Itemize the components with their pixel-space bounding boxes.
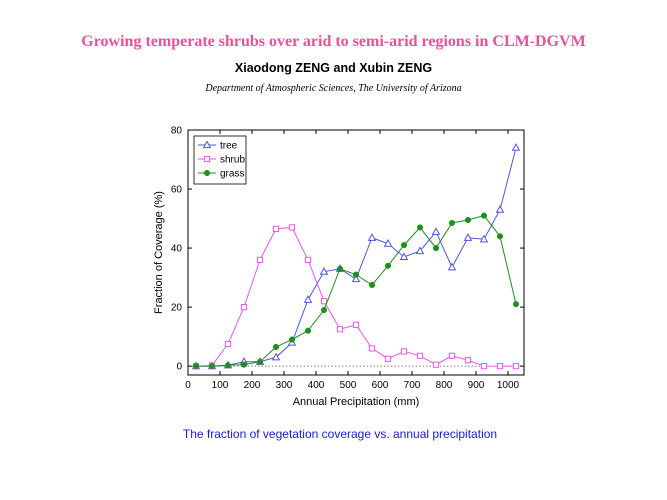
- page-title: Growing temperate shrubs over arid to se…: [81, 33, 586, 50]
- data-point-grass: [496, 233, 504, 240]
- x-tick-label: 700: [404, 380, 421, 391]
- data-point-shrub: [416, 352, 424, 359]
- x-tick-label: 800: [436, 380, 453, 391]
- x-tick-label: 0: [185, 380, 191, 391]
- x-tick-label: 1000: [497, 380, 520, 391]
- data-point-shrub: [464, 357, 472, 364]
- y-axis-label: Fraction of Coverage (%): [153, 191, 165, 314]
- data-point-grass: [368, 281, 376, 289]
- series-shrub: [192, 224, 520, 370]
- data-point-shrub: [320, 298, 328, 305]
- data-point-grass: [512, 301, 520, 308]
- x-tick-label: 900: [468, 380, 485, 391]
- y-tick-label: 20: [171, 303, 183, 314]
- data-point-tree: [431, 227, 441, 235]
- legend-label-grass: grass: [220, 169, 244, 180]
- data-point-shrub: [496, 363, 504, 370]
- legend-label-tree: tree: [220, 141, 238, 152]
- y-tick-label: 40: [171, 244, 183, 255]
- y-tick-label: 80: [171, 126, 183, 137]
- data-point-tree: [399, 252, 409, 261]
- x-axis-label: Annual Precipitation (mm): [293, 396, 420, 408]
- data-point-grass: [448, 219, 456, 227]
- data-point-grass: [432, 245, 440, 252]
- legend-box: [193, 135, 247, 185]
- data-point-shrub: [256, 256, 264, 263]
- data-point-shrub: [480, 363, 488, 370]
- data-point-grass: [464, 216, 472, 224]
- legend-marker-tree: [202, 140, 212, 149]
- data-point-shrub: [336, 326, 344, 333]
- data-point-shrub: [288, 224, 296, 231]
- y-tick-label: 60: [171, 185, 183, 196]
- data-point-tree: [383, 239, 393, 247]
- data-point-shrub: [352, 321, 360, 328]
- data-point-tree: [351, 274, 361, 283]
- data-point-grass: [272, 343, 280, 351]
- legend: tree shrub grass: [193, 135, 247, 185]
- data-point-shrub: [240, 304, 248, 311]
- x-tick-label: 600: [372, 380, 389, 391]
- data-point-grass: [240, 361, 248, 368]
- data-point-tree: [367, 233, 377, 241]
- data-point-tree: [447, 262, 457, 271]
- data-point-grass: [192, 363, 200, 370]
- data-point-shrub: [512, 363, 520, 370]
- authors: Xiaodong ZENG and Xubin ZENG: [234, 61, 433, 75]
- affiliation: Department of Atmospheric Sciences, The …: [205, 83, 462, 94]
- data-point-grass: [416, 224, 424, 231]
- data-point-grass: [224, 362, 232, 369]
- data-point-grass: [256, 358, 264, 365]
- series-grass: [192, 212, 520, 370]
- data-point-tree: [495, 205, 505, 213]
- x-tick-label: 300: [276, 380, 293, 391]
- data-point-grass: [320, 307, 328, 314]
- data-point-shrub: [448, 352, 456, 359]
- legend-label-shrub: shrub: [220, 155, 245, 166]
- data-point-shrub: [400, 348, 408, 355]
- data-point-shrub: [224, 340, 232, 348]
- data-point-grass: [480, 212, 488, 219]
- x-tick-label: 500: [340, 380, 357, 391]
- plot-frame: [187, 129, 525, 376]
- data-point-shrub: [368, 345, 376, 352]
- x-tick-label: 100: [212, 380, 229, 391]
- data-point-grass: [288, 336, 296, 343]
- data-point-shrub: [384, 355, 392, 362]
- data-point-tree: [415, 246, 425, 255]
- data-point-tree: [479, 234, 489, 243]
- data-point-shrub: [432, 361, 440, 368]
- x-tick-label: 200: [244, 380, 261, 391]
- data-point-tree: [463, 233, 473, 241]
- x-tick-label: 400: [308, 380, 325, 391]
- data-point-grass: [304, 327, 312, 334]
- legend-marker-shrub: [203, 155, 211, 163]
- data-point-grass: [400, 242, 408, 249]
- legend-marker-grass: [203, 169, 211, 177]
- data-point-shrub: [304, 256, 312, 263]
- data-point-grass: [336, 265, 344, 272]
- data-point-tree: [511, 143, 521, 151]
- data-point-tree: [319, 267, 329, 275]
- data-point-shrub: [272, 225, 280, 232]
- figure-caption: The fraction of vegetation coverage vs. …: [182, 427, 498, 441]
- data-point-grass: [208, 363, 216, 370]
- y-tick-label: 0: [176, 362, 182, 373]
- data-point-tree: [271, 352, 281, 361]
- series-line-shrub: [195, 226, 516, 367]
- data-point-tree: [303, 295, 313, 303]
- series-layer: [191, 143, 521, 370]
- data-point-grass: [384, 262, 392, 269]
- data-point-grass: [352, 271, 360, 278]
